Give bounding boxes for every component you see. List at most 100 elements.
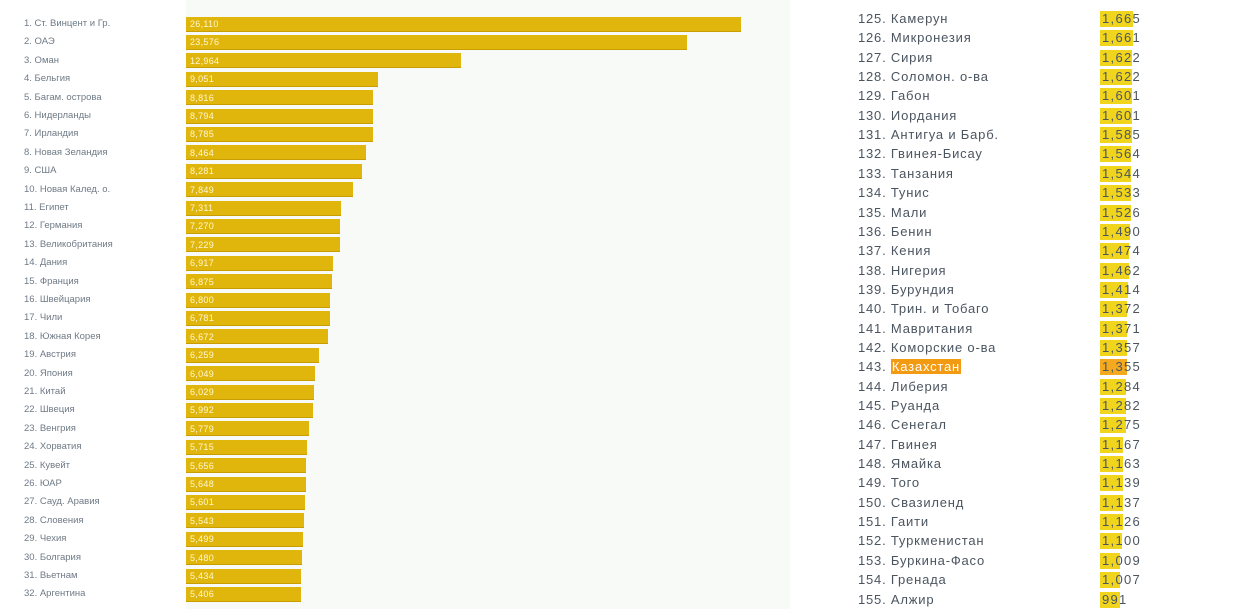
data-label: 5,480 bbox=[190, 552, 215, 563]
data-label: 5,543 bbox=[190, 515, 215, 526]
bar bbox=[186, 126, 373, 142]
bar bbox=[1100, 262, 1130, 279]
category-label: 18. Южная Корея bbox=[24, 330, 101, 342]
bar bbox=[1100, 398, 1126, 414]
bar bbox=[186, 237, 340, 253]
data-label: 1,167 bbox=[1102, 436, 1142, 452]
category-label: 7. Ирландия bbox=[24, 128, 79, 140]
bar bbox=[186, 513, 304, 529]
category-label: 9. США bbox=[24, 165, 57, 177]
category-label: 28. Словения bbox=[24, 514, 84, 526]
category-label: 137. Кения bbox=[858, 243, 932, 259]
category-label: 3. Оман bbox=[24, 54, 60, 66]
bar bbox=[186, 71, 379, 87]
category-label: 133. Танзания bbox=[858, 165, 954, 181]
bar bbox=[186, 384, 315, 400]
data-label: 8,794 bbox=[190, 111, 215, 121]
data-label: 1,526 bbox=[1102, 204, 1142, 220]
bar bbox=[186, 292, 331, 308]
data-label: 1,414 bbox=[1102, 281, 1142, 297]
data-label: 5,434 bbox=[190, 571, 215, 581]
category-label: 148. Ямайка bbox=[858, 456, 942, 472]
category-label: 11. Египет bbox=[24, 202, 69, 213]
category-label: 155. Алжир bbox=[858, 591, 935, 607]
bar bbox=[186, 568, 302, 584]
data-label: 1,665 bbox=[1102, 11, 1142, 26]
bar bbox=[1100, 185, 1131, 202]
data-label: 1,163 bbox=[1102, 456, 1142, 472]
category-label: 31. Вьетнам bbox=[24, 570, 78, 581]
bar bbox=[1100, 572, 1121, 589]
category-label: 21. Китай bbox=[24, 386, 66, 397]
category-label: 140. Трин. и Тобаго bbox=[858, 301, 990, 317]
category-label: 19. Австрия bbox=[24, 349, 76, 361]
category-label: 132. Гвинея-Бисау bbox=[858, 146, 983, 162]
category-label: 12. Германия bbox=[24, 220, 83, 232]
data-label: 1,474 bbox=[1102, 243, 1142, 259]
category-label: 151. Гаити bbox=[858, 514, 929, 530]
category-label: 8. Новая Зеландия bbox=[24, 146, 108, 158]
data-label: 6,875 bbox=[190, 276, 215, 287]
data-label: 8,281 bbox=[190, 166, 215, 177]
data-label: 12,964 bbox=[190, 55, 220, 66]
bar bbox=[186, 531, 303, 547]
data-label: 1,137 bbox=[1102, 494, 1142, 510]
category-label: 16. Швейцария bbox=[24, 294, 91, 305]
data-label: 1,601 bbox=[1102, 107, 1142, 123]
right-ranking-chart: 125. Камерун 1,665 126. Микронезия 1,661 127… bbox=[840, 0, 1257, 609]
data-label: 5,715 bbox=[190, 442, 215, 453]
data-label: 1,139 bbox=[1102, 475, 1142, 491]
data-label: 1,622 bbox=[1102, 69, 1142, 85]
category-label: 20. Япония bbox=[24, 367, 73, 379]
bar bbox=[186, 347, 319, 363]
data-label: 5,499 bbox=[190, 534, 215, 545]
category-label: 134. Тунис bbox=[858, 185, 930, 201]
bar bbox=[1100, 107, 1133, 124]
bar bbox=[1100, 69, 1133, 86]
bar bbox=[186, 90, 374, 106]
bar bbox=[1100, 533, 1122, 550]
bar bbox=[1100, 301, 1128, 318]
data-label: 5,601 bbox=[190, 497, 215, 508]
bar bbox=[1100, 204, 1131, 221]
bar bbox=[1100, 11, 1134, 27]
data-label: 7,311 bbox=[190, 203, 214, 213]
category-label: 26. ЮАР bbox=[24, 478, 62, 489]
data-label: 991 bbox=[1102, 591, 1128, 607]
bar bbox=[1100, 456, 1124, 473]
bar bbox=[1100, 514, 1123, 531]
data-label: 7,229 bbox=[190, 239, 215, 250]
bar bbox=[1100, 475, 1123, 492]
category-label: 126. Микронезия bbox=[858, 30, 972, 46]
data-label: 8,785 bbox=[190, 129, 215, 140]
category-label: 15. Франция bbox=[24, 275, 79, 287]
category-label: 141. Мавритания bbox=[858, 320, 974, 336]
data-label: 1,533 bbox=[1102, 185, 1142, 201]
data-label: 1,462 bbox=[1102, 262, 1142, 278]
data-label: 7,849 bbox=[190, 184, 215, 195]
category-label: 128. Соломон. о-ва bbox=[858, 69, 989, 85]
data-label: 8,816 bbox=[190, 92, 215, 103]
data-label: 5,992 bbox=[190, 405, 215, 416]
data-label: 1,622 bbox=[1102, 49, 1142, 65]
bar bbox=[1100, 359, 1128, 376]
data-label: 1,661 bbox=[1102, 30, 1142, 46]
bar bbox=[1100, 146, 1132, 163]
bar bbox=[186, 163, 362, 179]
bar bbox=[186, 550, 303, 566]
data-label: 6,781 bbox=[190, 313, 215, 324]
data-label: 1,007 bbox=[1102, 572, 1142, 588]
bar bbox=[1100, 165, 1131, 182]
bar bbox=[1100, 88, 1133, 105]
category-label: 145. Руанда bbox=[858, 398, 940, 413]
data-label: 5,779 bbox=[190, 423, 215, 434]
category-label: 135. Мали bbox=[858, 204, 928, 220]
left-ranking-chart: 1. Ст. Винцент и Гр. 26,110 2. ОАЭ 23,576 3.… bbox=[24, 16, 741, 602]
category-label: 1. Ст. Винцент и Гр. bbox=[24, 18, 111, 29]
bar bbox=[1100, 494, 1123, 511]
bar bbox=[1100, 417, 1126, 434]
data-label: 1,009 bbox=[1102, 552, 1142, 568]
bar bbox=[1100, 30, 1134, 47]
data-label: 6,800 bbox=[190, 295, 215, 305]
data-label: 9,051 bbox=[190, 74, 215, 85]
